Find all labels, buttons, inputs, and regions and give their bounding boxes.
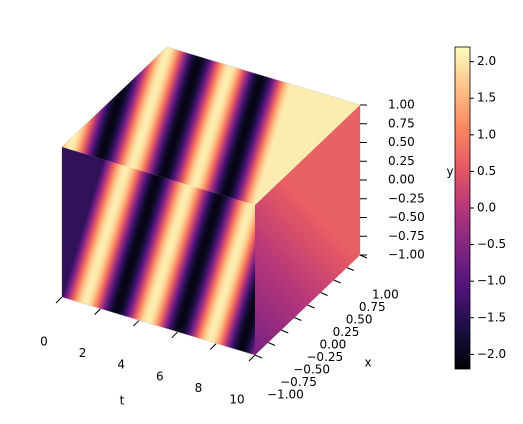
surface-right <box>255 105 360 355</box>
surface-top <box>62 47 360 205</box>
y-tick-label: −1.00 <box>388 248 425 262</box>
t-tick-label: 8 <box>195 381 203 395</box>
y-tick-label: 0.00 <box>388 173 415 187</box>
t-tick-label: 6 <box>156 369 164 383</box>
colorbar-tick-label: −0.5 <box>477 237 506 251</box>
x-tick-label: 0.50 <box>346 313 373 327</box>
tick-mark <box>94 308 101 315</box>
tick-mark <box>281 329 289 334</box>
tick-mark <box>307 304 315 309</box>
axis-title: x <box>364 356 371 370</box>
colorbar <box>454 46 471 370</box>
tick-mark <box>294 317 302 321</box>
colorbar-tick-label: −1.0 <box>477 274 506 288</box>
tick-mark <box>346 267 355 271</box>
y-tick-label: 0.75 <box>388 116 415 130</box>
y-tick-label: −0.25 <box>388 191 425 205</box>
x-tick-label: −0.25 <box>306 350 343 364</box>
tick-mark <box>210 343 217 350</box>
tick-mark <box>55 296 63 304</box>
axis-title: t <box>120 394 125 408</box>
y-tick-label: −0.50 <box>388 210 425 224</box>
x-tick-label: 0.00 <box>320 338 347 352</box>
tick-mark <box>171 331 179 339</box>
axis-title: y <box>446 165 453 179</box>
colorbar-tick-label: 0.5 <box>477 164 496 178</box>
tick-mark <box>267 342 276 346</box>
y-tick-label: 0.50 <box>388 135 415 149</box>
x-tick-label: −0.75 <box>280 375 317 389</box>
x-tick-label: −1.00 <box>267 388 304 402</box>
x-tick-label: 0.75 <box>359 300 386 314</box>
x-tick-label: −0.50 <box>293 363 330 377</box>
t-tick-label: 0 <box>40 335 48 349</box>
colorbar-tick-label: −2.0 <box>477 347 506 361</box>
colorbar-tick-label: 1.0 <box>477 127 496 141</box>
colorbar-tick-label: 1.5 <box>477 91 496 105</box>
t-tick-label: 4 <box>117 358 125 372</box>
y-tick-label: 1.00 <box>388 98 415 112</box>
tick-mark <box>132 319 140 327</box>
colorbar-tick-label: 0.0 <box>477 201 496 215</box>
y-tick-label: 0.25 <box>388 154 415 168</box>
t-tick-label: 2 <box>79 346 87 360</box>
tick-mark <box>248 354 256 362</box>
colorbar-tick-label: 2.0 <box>477 54 496 68</box>
x-tick-label: 0.25 <box>333 325 360 339</box>
x-tick-label: 1.00 <box>372 288 399 302</box>
tick-mark <box>320 292 328 296</box>
tick-mark <box>254 354 263 359</box>
y-tick-label: −0.75 <box>388 229 425 243</box>
t-tick-label: 10 <box>229 393 244 407</box>
surface-front <box>62 147 255 355</box>
tick-mark <box>333 279 341 284</box>
colorbar-tick-label: −1.5 <box>477 310 506 324</box>
